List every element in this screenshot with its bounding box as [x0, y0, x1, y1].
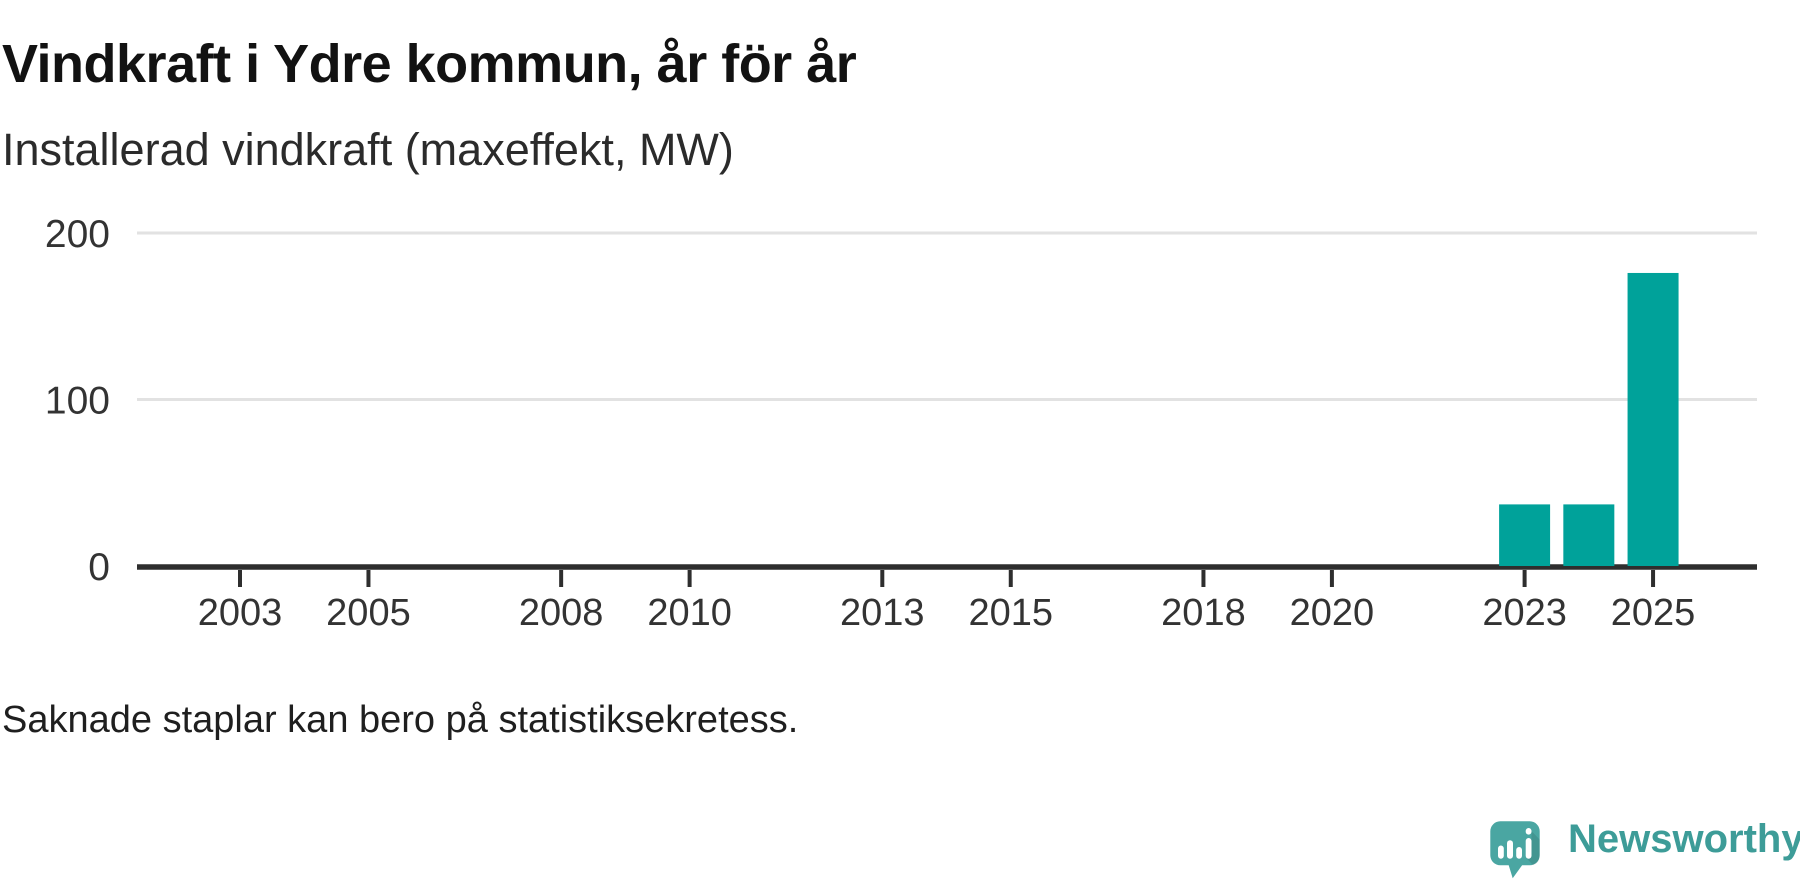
logo-bar-tall: [1507, 840, 1513, 859]
x-tick-label-2010: 2010: [647, 592, 732, 634]
speech-bubble-shape: [1490, 821, 1540, 879]
logo-exclamation-dot: [1525, 828, 1532, 835]
bar-2024: [1563, 504, 1615, 566]
y-tick-label-0: 0: [88, 546, 110, 589]
logo-exclamation-bar: [1525, 838, 1532, 859]
x-tick-label-2008: 2008: [519, 592, 604, 634]
newsworthy-logo: Newsworthy: [1483, 812, 1800, 879]
bar-2025: [1627, 272, 1679, 566]
x-tick-label-2003: 2003: [198, 592, 283, 634]
logo-bar-medium: [1516, 847, 1522, 859]
chart-title: Vindkraft i Ydre kommun, år för år: [2, 34, 857, 95]
newsworthy-wordmark: Newsworthy: [1568, 817, 1800, 861]
x-tick-label-2013: 2013: [840, 592, 925, 634]
x-tick-label-2020: 2020: [1290, 592, 1375, 634]
footnote: Saknade staplar kan bero på statistiksek…: [2, 699, 799, 741]
bar-chart-plot: 0 100 200 2003 2005 2008 2010 2013 2015 2018 2020 2…: [45, 213, 1757, 634]
x-tick-label-2005: 2005: [326, 592, 411, 634]
y-tick-label-200: 200: [45, 213, 110, 256]
x-tick-label-2015: 2015: [968, 592, 1053, 634]
x-tick-label-2025: 2025: [1611, 592, 1696, 634]
x-tick-label-2018: 2018: [1161, 592, 1246, 634]
bar-2023: [1499, 504, 1551, 566]
chart-subtitle: Installerad vindkraft (maxeffekt, MW): [2, 124, 734, 175]
newsworthy-speech-bubble-chart-icon: [1490, 821, 1540, 879]
logo-bar-small: [1498, 845, 1504, 859]
y-tick-label-100: 100: [45, 380, 110, 423]
x-tick-label-2023: 2023: [1482, 592, 1567, 634]
